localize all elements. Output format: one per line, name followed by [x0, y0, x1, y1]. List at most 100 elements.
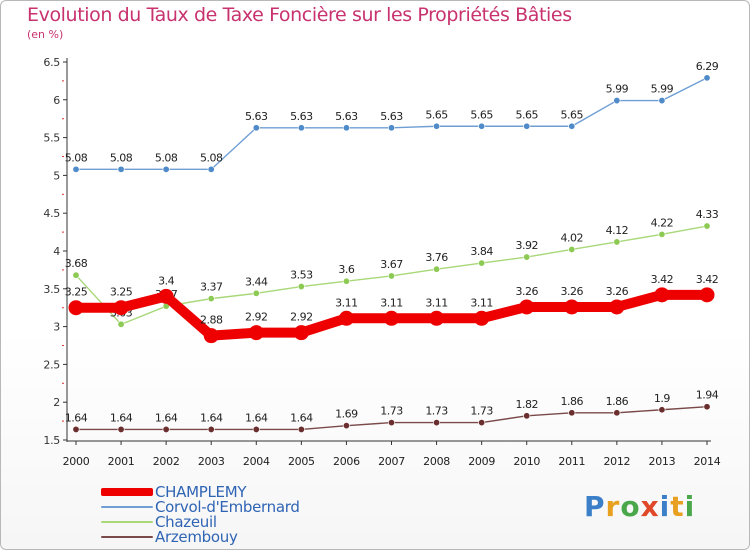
data-label: 1.64 — [290, 411, 313, 424]
data-label: 1.82 — [515, 398, 538, 411]
data-label: 5.63 — [380, 110, 403, 123]
data-label: 3.42 — [651, 273, 674, 286]
data-label: 5.08 — [65, 151, 88, 164]
data-point — [297, 425, 305, 433]
data-point — [478, 419, 486, 427]
data-point — [613, 238, 621, 246]
data-point — [523, 253, 531, 261]
data-point — [568, 409, 576, 417]
chart-subtitle: (en %) — [27, 28, 64, 41]
data-label: 3.92 — [515, 239, 538, 252]
series-champlemy: 3.25 3.25 3.4 2.88 2.92 2.92 3.11 3.11 3.11 3.11 3… — [65, 273, 719, 344]
x-tick-label: 2002 — [153, 455, 180, 468]
data-point — [158, 288, 174, 304]
data-label: 3.42 — [696, 273, 719, 286]
legend-swatch — [101, 536, 153, 538]
data-point — [117, 320, 125, 328]
data-point — [72, 165, 80, 173]
data-point — [613, 97, 621, 105]
data-label: 5.08 — [200, 151, 223, 164]
data-label: 4.12 — [606, 224, 629, 237]
y-tick-label: 5 — [53, 169, 60, 182]
data-label: 3.26 — [606, 285, 629, 298]
logo-letter: i — [659, 490, 671, 523]
data-label: 1.69 — [335, 408, 358, 421]
data-label: 3.25 — [65, 286, 88, 299]
data-point — [519, 299, 535, 315]
y-tick-label: 3.5 — [43, 283, 60, 296]
logo-letter: i — [684, 490, 696, 523]
y-tick-label: 6 — [53, 94, 60, 107]
data-label: 5.08 — [110, 151, 133, 164]
data-label: 5.65 — [470, 108, 493, 121]
data-label: 4.22 — [651, 216, 674, 229]
data-point — [207, 295, 215, 303]
data-point — [207, 165, 215, 173]
data-label: 1.64 — [200, 411, 223, 424]
data-label: 3.68 — [65, 257, 88, 270]
data-point — [474, 310, 490, 326]
data-point — [433, 122, 441, 130]
data-point — [703, 74, 711, 82]
x-tick-label: 2009 — [468, 455, 495, 468]
logo-letter: P — [584, 490, 606, 523]
data-label: 1.86 — [606, 395, 629, 408]
data-point — [478, 259, 486, 267]
data-label: 1.64 — [65, 411, 88, 424]
data-label: 5.65 — [425, 108, 448, 121]
data-label: 4.33 — [696, 208, 719, 221]
data-label: 3.26 — [515, 285, 538, 298]
y-tick-label: 5.5 — [43, 132, 60, 145]
data-point — [297, 124, 305, 132]
data-label: 2.88 — [200, 314, 223, 327]
x-tick-label: 2007 — [378, 455, 405, 468]
data-point — [72, 425, 80, 433]
data-label: 1.64 — [110, 411, 133, 424]
chart-title: Evolution du Taux de Taxe Foncière sur l… — [27, 4, 572, 26]
data-point — [293, 325, 309, 341]
data-label: 3.26 — [561, 285, 584, 298]
data-label: 1.64 — [155, 411, 178, 424]
y-tick-label: 4.5 — [43, 207, 60, 220]
data-point — [387, 272, 395, 280]
series-chazeuil: 3.683.033.273.373.443.533.63.673.763.843… — [65, 208, 719, 328]
data-label: 2.92 — [245, 311, 268, 324]
data-label: 3.37 — [200, 281, 223, 294]
y-tick-label: 2.5 — [43, 358, 60, 371]
data-label: 5.08 — [155, 151, 178, 164]
data-point — [248, 325, 264, 341]
x-tick-label: 2012 — [603, 455, 630, 468]
data-point — [338, 310, 354, 326]
data-point — [297, 283, 305, 291]
data-label: 3.11 — [335, 296, 358, 309]
data-label: 3.76 — [425, 251, 448, 264]
data-point — [252, 124, 260, 132]
data-point — [568, 122, 576, 130]
data-point — [568, 245, 576, 253]
data-point — [478, 122, 486, 130]
data-point — [433, 265, 441, 273]
x-tick-label: 2010 — [513, 455, 540, 468]
data-point — [654, 287, 670, 303]
data-label: 3.11 — [470, 296, 493, 309]
x-tick-label: 2005 — [288, 455, 315, 468]
data-point — [703, 222, 711, 230]
legend-label: CHAMPLEMY — [155, 483, 247, 501]
data-point — [162, 425, 170, 433]
logo-letter: x — [640, 490, 660, 523]
data-point — [523, 412, 531, 420]
data-label: 1.64 — [245, 411, 268, 424]
data-label: 5.63 — [335, 110, 358, 123]
x-tick-label: 2014 — [694, 455, 721, 468]
data-label: 5.65 — [515, 108, 538, 121]
data-label: 1.94 — [696, 389, 719, 402]
x-tick-label: 2013 — [649, 455, 676, 468]
y-tick-label: 1.5 — [43, 434, 60, 447]
legend-label: Corvol-d'Embernard — [155, 498, 300, 516]
data-point — [564, 299, 580, 315]
data-label: 1.73 — [425, 405, 448, 418]
data-point — [699, 287, 715, 303]
data-point — [523, 122, 531, 130]
